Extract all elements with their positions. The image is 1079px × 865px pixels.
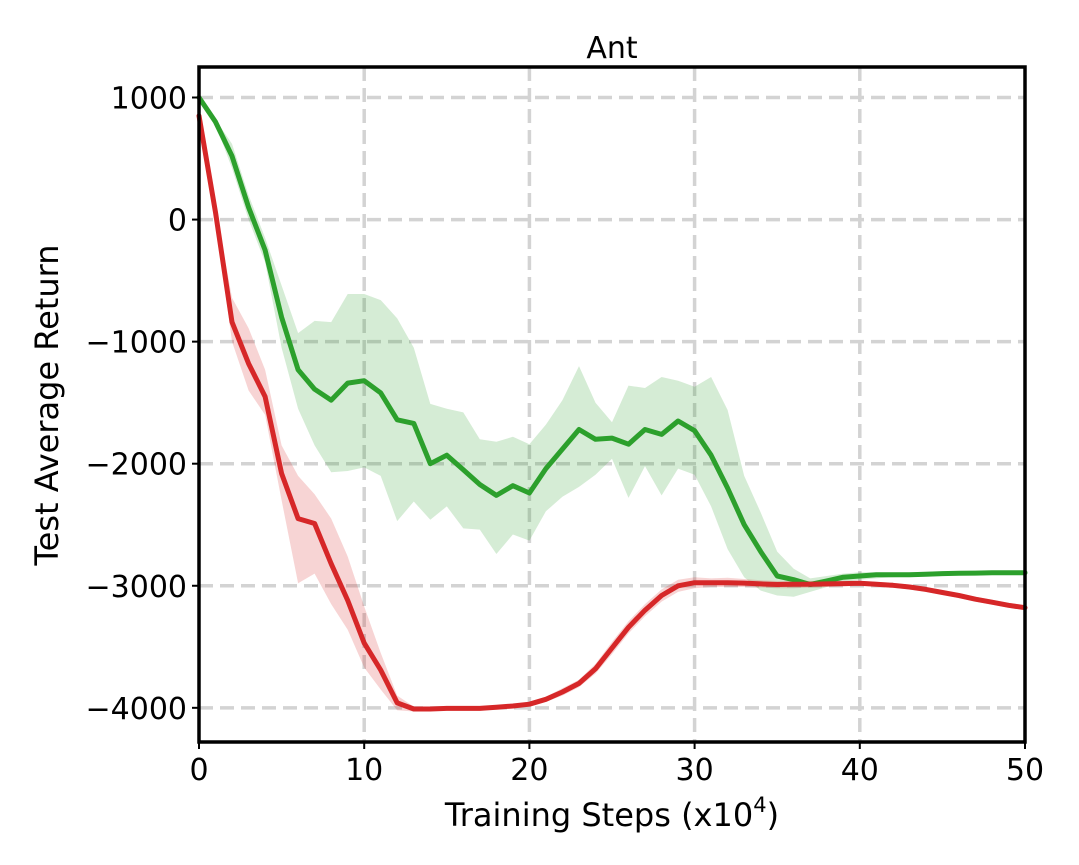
x-tick-label: 30 [676, 753, 714, 788]
x-axis-label-suffix: ) [767, 796, 779, 834]
series-0-line [196, 95, 1028, 587]
series-1-line [196, 113, 1028, 712]
series-0-band [199, 97, 1025, 597]
x-tick-label: 40 [841, 753, 879, 788]
x-axis-label: Training Steps (x104) [444, 793, 779, 834]
y-tick-label: −4000 [86, 692, 187, 727]
grid-lines [199, 67, 1025, 742]
x-tick-label: 0 [189, 753, 208, 788]
y-tick-label: −2000 [86, 448, 187, 483]
x-tick-label: 20 [510, 753, 548, 788]
y-tick-label: 1000 [111, 82, 187, 117]
y-tick-label: 0 [168, 204, 187, 239]
x-axis-label-exponent: 4 [753, 793, 766, 817]
y-axis-ticks: 1000 0 −1000 −2000 −3000 −4000 [86, 82, 199, 727]
y-axis-label: Test Average Return [28, 245, 66, 567]
x-tick-label: 10 [345, 753, 383, 788]
chart-title: Ant [586, 31, 638, 66]
y-tick-label: −3000 [86, 570, 187, 605]
x-tick-label: 50 [1006, 753, 1044, 788]
confidence-bands [199, 97, 1025, 712]
x-axis-label-main: Training Steps (x10 [444, 796, 753, 834]
plot-frame [197, 65, 1027, 744]
series-lines [196, 95, 1028, 712]
y-tick-label: −1000 [86, 326, 187, 361]
x-axis-ticks: 0 10 20 30 40 50 [189, 742, 1044, 788]
